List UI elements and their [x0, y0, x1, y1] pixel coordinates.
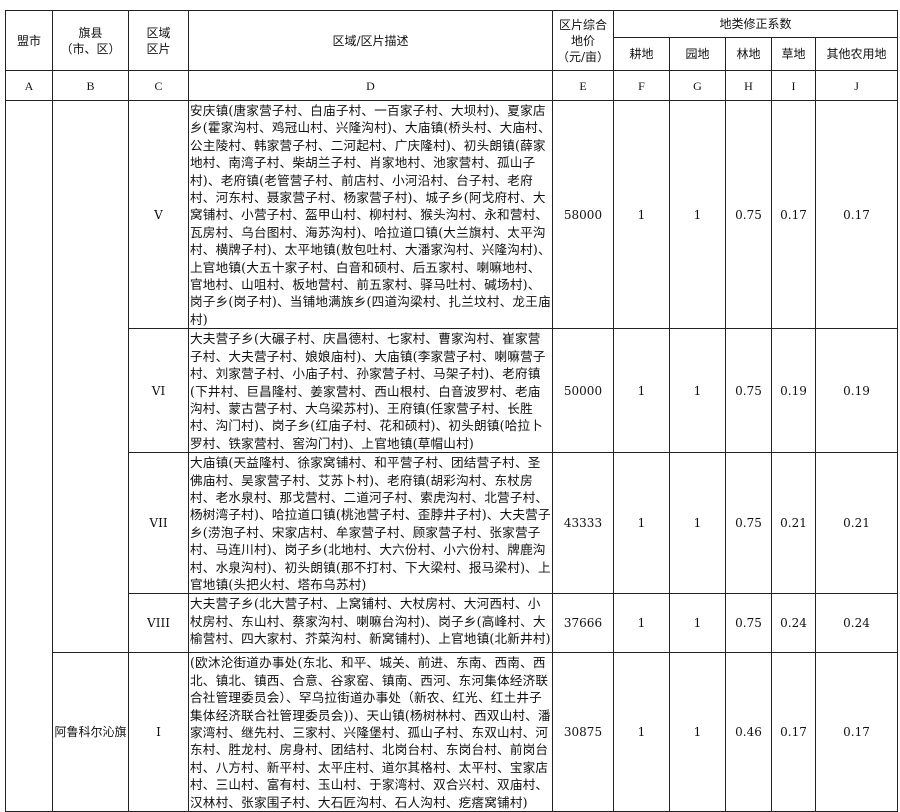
forest-cell: 0.46 [725, 652, 772, 812]
other-agri-cell: 0.19 [814, 328, 899, 454]
letter-c: C [128, 70, 189, 101]
description-cell: (欧沐沦街道办事处(东北、和平、城关、前进、东南、西南、西北、镇北、镇西、合意、… [188, 652, 553, 812]
forest-cell: 0.75 [725, 452, 772, 595]
letter-h: H [725, 70, 772, 101]
land-price-table: 盟市 旗县 （市、区） 区域 区片 区域/区片描述 区片综合 地价 （元/亩） 地类修正… [5, 10, 899, 812]
description-cell: 大夫营子乡(北大营子村、上窝铺村、大杖房村、大河西村、小杖房村、东山村、蔡家沟村… [188, 593, 553, 654]
price-cell: 50000 [552, 328, 614, 454]
garden-cell: 1 [669, 593, 726, 654]
header-county-line1: 旗县 [78, 25, 103, 40]
header-county-line2: （市、区） [60, 41, 121, 56]
description-cell: 安庆镇(唐家营子村、白庙子村、一百家子村、大坝村)、夏家店乡(霍家沟村、鸡冠山村… [188, 99, 553, 330]
cropland-cell: 1 [613, 99, 670, 330]
header-price-line3: （元/亩） [556, 49, 610, 64]
garden-cell: 1 [669, 652, 726, 812]
price-cell: 37666 [552, 593, 614, 654]
other-agri-cell: 0.21 [814, 452, 899, 595]
forest-cell: 0.75 [725, 99, 772, 330]
header-price-line2: 地价 [570, 33, 595, 48]
letter-j: J [814, 70, 899, 101]
garden-cell: 1 [669, 452, 726, 595]
letter-i: I [771, 70, 816, 101]
header-price-line1: 区片综合 [558, 17, 607, 32]
cropland-cell: 1 [613, 652, 670, 812]
header-zone: 区域 区片 [128, 10, 189, 71]
description-cell: 大夫营子乡(大碾子村、庆昌德村、七家村、曹家沟村、崔家营子村、大夫营子村、娘娘庙… [188, 328, 553, 454]
header-row: 盟市 旗县 （市、区） 区域 区片 区域/区片描述 区片综合 地价 （元/亩） 地类修正… [5, 10, 899, 71]
cropland-cell: 1 [613, 328, 670, 454]
zone-cell: VII [128, 452, 189, 595]
letter-b: B [52, 70, 129, 101]
cropland-cell: 1 [613, 452, 670, 595]
price-cell: 58000 [552, 99, 614, 330]
header-description: 区域/区片描述 [188, 10, 553, 71]
grassland-cell: 0.17 [771, 99, 816, 330]
description-cell: 大庙镇(天益隆村、徐家窝铺村、和平营子村、团结营子村、圣佛庙村、吴家营子村、艾苏… [188, 452, 553, 595]
header-zone-line1: 区域 [146, 25, 171, 40]
forest-cell: 0.75 [725, 593, 772, 654]
table-row: V 安庆镇(唐家营子村、白庙子村、一百家子村、大坝村)、夏家店乡(霍家沟村、鸡冠… [5, 99, 899, 812]
header-league-city: 盟市 [5, 10, 53, 71]
league-city-cell [5, 99, 53, 812]
table-row: VII 大庙镇(天益隆村、徐家窝铺村、和平营子村、团结营子村、圣佛庙村、吴家营子… [6, 452, 899, 595]
garden-cell: 1 [669, 99, 726, 330]
header-forest: 林地 [725, 37, 772, 71]
grassland-cell: 0.19 [771, 328, 816, 454]
header-correction-group: 地类修正系数 [612, 10, 899, 38]
letter-e: E [552, 70, 614, 101]
county-cell [52, 99, 129, 654]
header-garden: 园地 [669, 37, 726, 71]
price-cell: 30875 [552, 652, 614, 812]
table-row: 阿鲁科尔沁旗 I (欧沐沦街道办事处(东北、和平、城关、前进、东南、西南、西北、… [6, 652, 899, 812]
letter-g: G [669, 70, 726, 101]
column-letter-row: A B C D E F G H I J [5, 70, 899, 101]
zone-cell: I [128, 652, 189, 812]
header-zone-line2: 区片 [146, 41, 171, 56]
cropland-cell: 1 [613, 593, 670, 654]
header-cropland: 耕地 [613, 37, 670, 71]
letter-a: A [5, 70, 53, 101]
county-cell: 阿鲁科尔沁旗 [52, 652, 129, 812]
table-row: VI 大夫营子乡(大碾子村、庆昌德村、七家村、曹家沟村、崔家营子村、大夫营子村、… [6, 328, 899, 454]
table-row: VIII 大夫营子乡(北大营子村、上窝铺村、大杖房村、大河西村、小杖房村、东山村… [6, 593, 899, 654]
header-grassland: 草地 [771, 37, 816, 71]
letter-d: D [188, 70, 553, 101]
forest-cell: 0.75 [725, 328, 772, 454]
grassland-cell: 0.24 [771, 593, 816, 654]
zone-cell: V [128, 99, 189, 330]
grassland-cell: 0.17 [771, 652, 816, 812]
header-other-agri: 其他农用地 [814, 37, 899, 71]
grassland-cell: 0.21 [771, 452, 816, 595]
other-agri-cell: 0.24 [814, 593, 899, 654]
zone-cell: VIII [128, 593, 189, 654]
garden-cell: 1 [669, 328, 726, 454]
header-price: 区片综合 地价 （元/亩） [552, 10, 614, 71]
zone-cell: VI [128, 328, 189, 454]
price-cell: 43333 [552, 452, 614, 595]
other-agri-cell: 0.17 [814, 99, 899, 330]
letter-f: F [613, 70, 670, 101]
subheader-row: 耕地 园地 林地 草地 其他农用地 [6, 37, 899, 71]
other-agri-cell: 0.17 [814, 652, 899, 812]
header-county: 旗县 （市、区） [52, 10, 129, 71]
